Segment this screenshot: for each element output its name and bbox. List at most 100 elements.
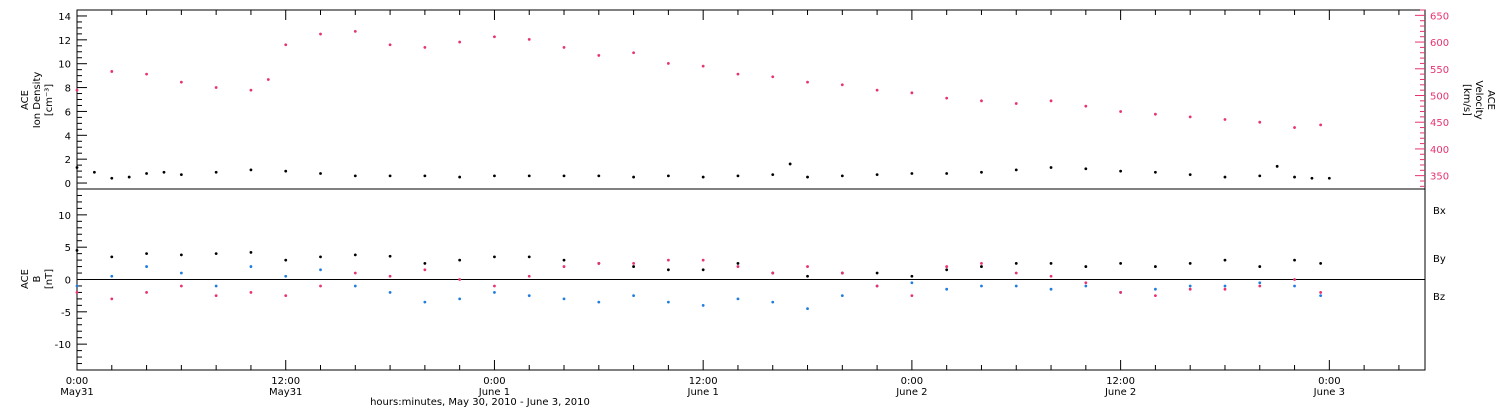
top-left-tick-label: 12 bbox=[58, 36, 71, 47]
bx-point bbox=[527, 255, 531, 259]
bx-point bbox=[1119, 261, 1123, 265]
bottom-left-tick-label: -10 bbox=[55, 340, 71, 351]
bz-point bbox=[423, 268, 427, 272]
bottom-left-tick-label: 5 bbox=[65, 243, 71, 254]
density-point bbox=[771, 173, 775, 177]
velocity-point bbox=[1014, 102, 1018, 105]
velocity-point bbox=[388, 43, 392, 47]
legend-bz: Bz bbox=[1433, 292, 1445, 303]
top-right-tick-label: 400 bbox=[1430, 145, 1449, 156]
velocity-point bbox=[840, 83, 844, 87]
bottom-left-tick-label: 0 bbox=[65, 276, 71, 287]
density-point bbox=[1275, 164, 1279, 168]
bz-point bbox=[493, 284, 496, 288]
by-point bbox=[1049, 287, 1053, 291]
top-left-label: ACE Ion Density [cm⁻³] bbox=[20, 72, 55, 129]
by-point bbox=[75, 284, 79, 288]
by-point bbox=[1293, 284, 1296, 288]
bz-point bbox=[319, 284, 322, 288]
bottom-left-tick-label: -5 bbox=[61, 308, 71, 319]
bx-point bbox=[423, 261, 427, 265]
by-point bbox=[527, 294, 531, 298]
bz-point bbox=[771, 271, 775, 275]
bz-point bbox=[75, 291, 79, 294]
density-point bbox=[1188, 173, 1192, 177]
by-point bbox=[840, 294, 844, 298]
bx-point bbox=[666, 268, 670, 272]
bz-point bbox=[1014, 271, 1018, 275]
by-point bbox=[1319, 294, 1323, 298]
density-point bbox=[423, 174, 427, 178]
x-tick-date-label: June 1 bbox=[687, 387, 719, 398]
bz-point bbox=[1258, 284, 1262, 288]
bx-point bbox=[1223, 258, 1227, 262]
top-left-axis: 0 2 4 6 8 10 12 14 bbox=[58, 12, 87, 190]
density-point bbox=[162, 170, 166, 174]
x-tick-time-label: 0:00 bbox=[483, 376, 505, 387]
velocity-point bbox=[1154, 112, 1157, 116]
velocity-point bbox=[527, 37, 531, 41]
top-right-label-line-3: [km/s] bbox=[1461, 84, 1472, 116]
density-point bbox=[1310, 176, 1314, 180]
by-point bbox=[562, 297, 566, 301]
by-point bbox=[597, 300, 601, 304]
bx-point bbox=[388, 254, 392, 258]
top-left-tick-label: 6 bbox=[65, 107, 71, 118]
density-point bbox=[145, 172, 148, 175]
bx-point bbox=[980, 265, 983, 268]
velocity-point bbox=[597, 54, 601, 57]
density-point bbox=[1223, 175, 1227, 179]
top-left-label-line-2: Ion Density bbox=[32, 72, 43, 129]
bx-point bbox=[875, 271, 879, 275]
density-point bbox=[1119, 169, 1123, 173]
bx-point bbox=[179, 253, 183, 257]
bz-point bbox=[1154, 294, 1157, 298]
density-point bbox=[666, 174, 670, 178]
bz-point bbox=[1188, 287, 1192, 291]
density-point bbox=[945, 172, 949, 175]
bx-point bbox=[1188, 261, 1192, 265]
bz-point bbox=[632, 261, 635, 265]
bz-point bbox=[110, 297, 114, 301]
top-left-label-line-1: ACE bbox=[20, 90, 31, 110]
velocity-point bbox=[1293, 126, 1296, 129]
density-point bbox=[840, 174, 844, 178]
bz-point bbox=[527, 274, 531, 278]
top-right-label-line-1: ACE bbox=[1485, 90, 1496, 110]
bz-point bbox=[666, 258, 670, 262]
bottom-left-label: ACE B [nT] bbox=[20, 269, 55, 289]
by-point bbox=[632, 294, 635, 298]
bx-point bbox=[1293, 258, 1296, 262]
bx-point bbox=[910, 274, 914, 278]
x-tick-date-label: June 1 bbox=[478, 387, 510, 398]
velocity-point bbox=[75, 88, 79, 92]
bz-point bbox=[388, 274, 392, 278]
top-panel-frame bbox=[76, 9, 1426, 190]
density-point bbox=[110, 176, 114, 180]
density-point bbox=[1049, 166, 1053, 169]
top-right-tick-label: 350 bbox=[1430, 172, 1449, 183]
velocity-point bbox=[266, 78, 270, 81]
by-point bbox=[666, 300, 670, 304]
by-point bbox=[945, 287, 949, 291]
density-point bbox=[493, 174, 496, 178]
bz-point bbox=[945, 265, 949, 268]
bx-point bbox=[110, 255, 114, 259]
bx-point bbox=[1014, 261, 1018, 265]
bx-point bbox=[214, 252, 218, 256]
velocity-point bbox=[319, 32, 322, 36]
bz-point bbox=[701, 258, 705, 262]
density-point bbox=[1327, 176, 1331, 180]
density-point bbox=[806, 175, 809, 179]
by-point bbox=[353, 284, 357, 288]
bottom-left-label-line-3: [nT] bbox=[44, 269, 55, 289]
density-point bbox=[75, 166, 79, 169]
by-point bbox=[806, 307, 809, 310]
velocity-point bbox=[562, 46, 566, 49]
velocity-point bbox=[632, 51, 635, 55]
density-point bbox=[353, 174, 357, 178]
bz-point bbox=[910, 294, 914, 298]
by-point bbox=[980, 284, 983, 288]
bz-point bbox=[353, 271, 357, 275]
